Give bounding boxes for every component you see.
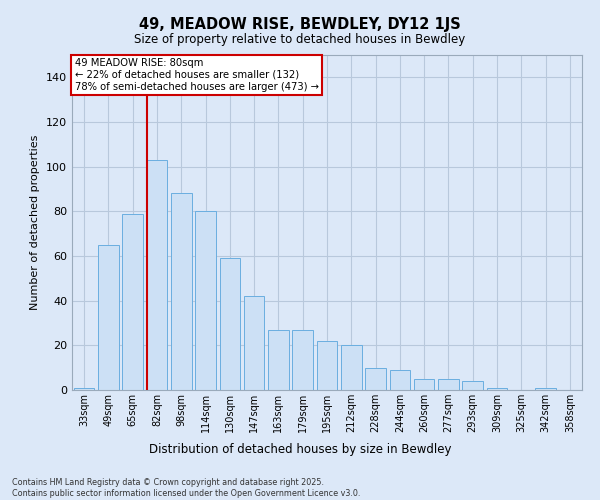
Bar [317, 341, 337, 390]
Bar [74, 388, 94, 390]
Text: Size of property relative to detached houses in Bewdley: Size of property relative to detached ho… [134, 32, 466, 46]
Bar [487, 388, 508, 390]
Text: 49, MEADOW RISE, BEWDLEY, DY12 1JS: 49, MEADOW RISE, BEWDLEY, DY12 1JS [139, 18, 461, 32]
Bar [292, 330, 313, 390]
Bar [414, 379, 434, 390]
Y-axis label: Number of detached properties: Number of detached properties [31, 135, 40, 310]
Bar [98, 245, 119, 390]
Bar [171, 194, 191, 390]
Bar [438, 379, 459, 390]
Bar [365, 368, 386, 390]
Bar [535, 388, 556, 390]
Bar [268, 330, 289, 390]
Bar [146, 160, 167, 390]
Bar [463, 381, 483, 390]
Bar [122, 214, 143, 390]
Text: Contains HM Land Registry data © Crown copyright and database right 2025.
Contai: Contains HM Land Registry data © Crown c… [12, 478, 361, 498]
Bar [341, 346, 362, 390]
Bar [389, 370, 410, 390]
Bar [220, 258, 240, 390]
Bar [195, 212, 216, 390]
Bar [244, 296, 265, 390]
Text: 49 MEADOW RISE: 80sqm
← 22% of detached houses are smaller (132)
78% of semi-det: 49 MEADOW RISE: 80sqm ← 22% of detached … [74, 58, 319, 92]
Text: Distribution of detached houses by size in Bewdley: Distribution of detached houses by size … [149, 442, 451, 456]
